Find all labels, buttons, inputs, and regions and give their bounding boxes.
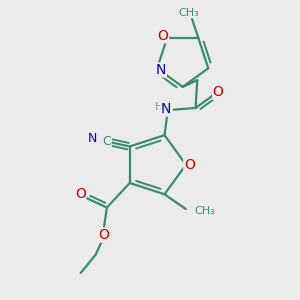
Text: C: C xyxy=(103,135,111,148)
Text: H: H xyxy=(154,102,163,112)
Text: CH₃: CH₃ xyxy=(178,8,199,18)
Text: O: O xyxy=(98,228,109,242)
Text: N: N xyxy=(88,132,97,145)
Text: O: O xyxy=(75,187,86,201)
Text: O: O xyxy=(158,29,169,43)
Text: N: N xyxy=(156,63,166,77)
Text: CH₃: CH₃ xyxy=(194,206,215,216)
Text: O: O xyxy=(184,158,195,172)
Text: O: O xyxy=(213,85,224,99)
Text: N: N xyxy=(161,102,171,116)
